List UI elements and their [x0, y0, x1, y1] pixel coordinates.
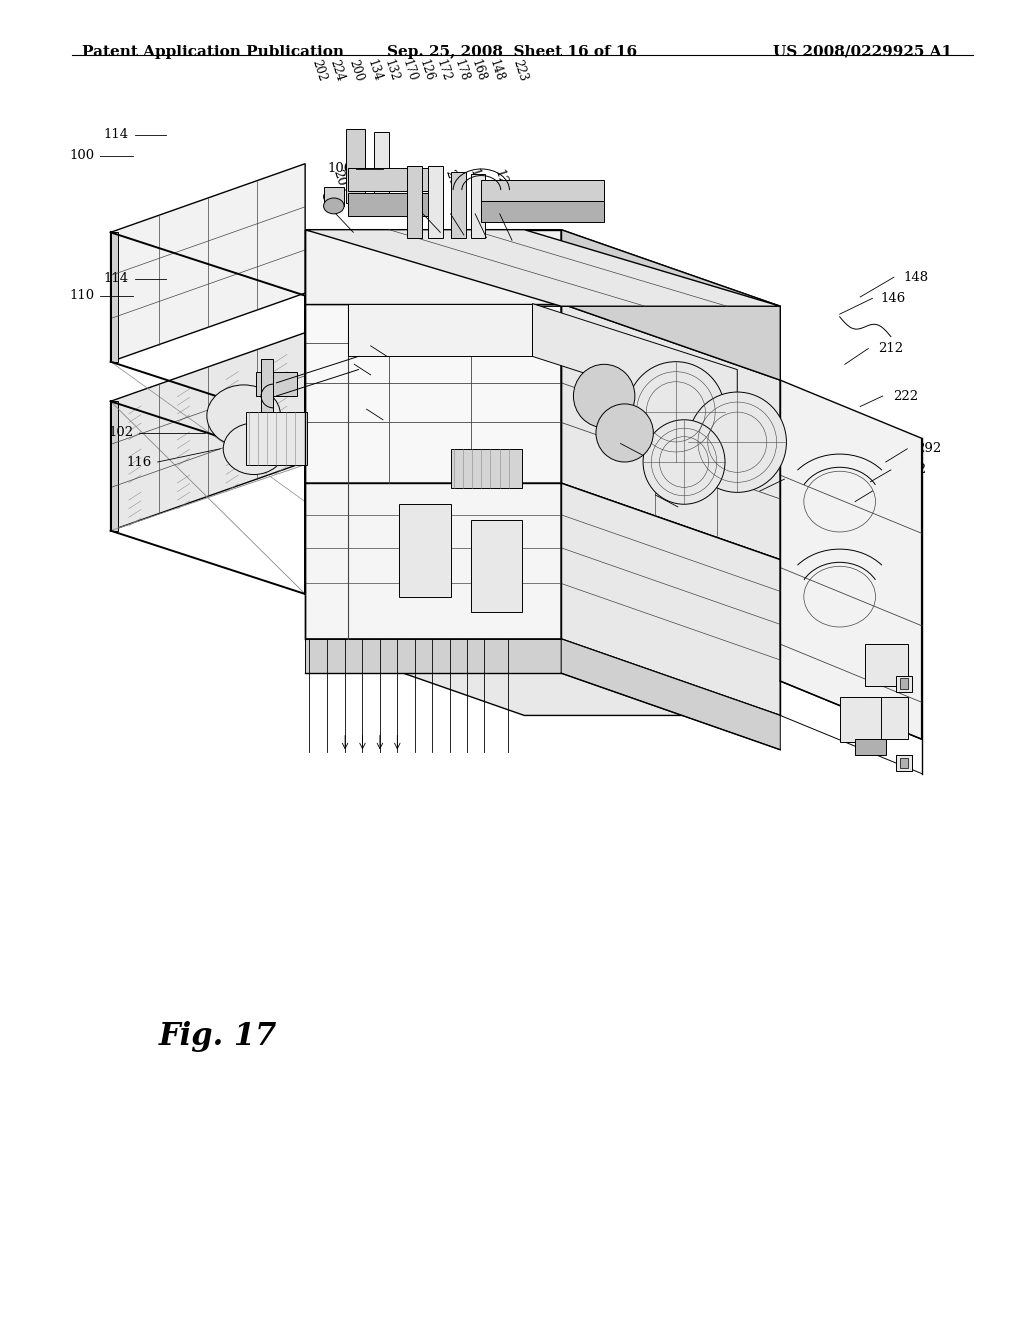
Bar — [451, 172, 466, 238]
Polygon shape — [305, 304, 780, 380]
Text: 148: 148 — [903, 271, 929, 284]
Text: 226: 226 — [653, 449, 679, 462]
Polygon shape — [305, 639, 561, 673]
Bar — [407, 166, 422, 238]
Text: 126: 126 — [417, 58, 436, 83]
Polygon shape — [305, 483, 780, 560]
Polygon shape — [561, 639, 780, 750]
Polygon shape — [111, 232, 118, 362]
Bar — [840, 697, 881, 742]
Text: 128: 128 — [492, 168, 512, 195]
Bar — [346, 129, 365, 203]
Text: 176: 176 — [415, 168, 435, 195]
Text: 142: 142 — [901, 463, 927, 477]
Ellipse shape — [207, 385, 281, 446]
Bar — [261, 359, 273, 412]
Polygon shape — [111, 401, 118, 531]
Text: 170: 170 — [795, 473, 820, 486]
Text: 134: 134 — [358, 368, 379, 396]
Text: 148: 148 — [486, 58, 506, 83]
Polygon shape — [561, 483, 780, 715]
Text: 102: 102 — [108, 426, 133, 440]
Bar — [855, 739, 886, 755]
Text: 226: 226 — [688, 500, 714, 513]
Bar — [481, 180, 604, 201]
Text: 114: 114 — [103, 128, 129, 141]
Polygon shape — [305, 483, 561, 639]
Text: 172: 172 — [434, 58, 454, 83]
Text: Patent Application Publication: Patent Application Publication — [82, 45, 344, 59]
Polygon shape — [305, 230, 561, 304]
Text: 202: 202 — [309, 58, 329, 83]
Bar — [348, 193, 430, 216]
Bar — [481, 201, 604, 222]
Text: 110: 110 — [69, 289, 94, 302]
Polygon shape — [305, 639, 780, 715]
Text: 168: 168 — [469, 58, 488, 83]
Ellipse shape — [596, 404, 653, 462]
Polygon shape — [111, 164, 305, 362]
Text: 114: 114 — [103, 272, 129, 285]
Text: 220: 220 — [883, 484, 908, 498]
Polygon shape — [561, 230, 780, 380]
Text: 106: 106 — [327, 162, 352, 176]
Bar — [865, 697, 908, 739]
Bar — [865, 644, 908, 686]
Ellipse shape — [627, 362, 725, 462]
Text: 170: 170 — [399, 58, 419, 83]
Bar — [900, 758, 908, 768]
Polygon shape — [111, 333, 305, 531]
Text: 202: 202 — [331, 168, 351, 195]
Text: 178: 178 — [467, 168, 487, 195]
Text: 100: 100 — [69, 149, 94, 162]
Bar — [324, 187, 344, 206]
Text: 200: 200 — [346, 58, 366, 83]
Text: 212: 212 — [879, 342, 904, 355]
Text: 222: 222 — [893, 389, 919, 403]
Text: 223: 223 — [510, 58, 529, 83]
Ellipse shape — [688, 392, 786, 492]
Text: Fig. 17: Fig. 17 — [159, 1020, 278, 1052]
Text: 200: 200 — [442, 168, 463, 195]
Polygon shape — [305, 230, 780, 306]
Text: 174: 174 — [365, 305, 385, 333]
Bar — [896, 676, 912, 692]
Bar — [348, 168, 430, 191]
Text: 178: 178 — [452, 58, 471, 83]
Polygon shape — [305, 230, 780, 306]
Polygon shape — [532, 304, 737, 422]
Ellipse shape — [324, 189, 344, 205]
Bar — [256, 372, 297, 396]
Bar — [471, 174, 485, 238]
Text: Sep. 25, 2008  Sheet 16 of 16: Sep. 25, 2008 Sheet 16 of 16 — [387, 45, 637, 59]
Text: 204: 204 — [348, 321, 369, 348]
Text: 224: 224 — [328, 58, 347, 83]
Polygon shape — [561, 304, 780, 560]
Text: 146: 146 — [881, 292, 906, 305]
Ellipse shape — [223, 422, 285, 474]
Ellipse shape — [643, 420, 725, 504]
Bar — [246, 412, 307, 465]
Bar — [374, 132, 389, 198]
Bar — [896, 755, 912, 771]
Polygon shape — [780, 380, 922, 739]
Bar — [900, 678, 908, 689]
Ellipse shape — [573, 364, 635, 428]
Text: US 2008/0229925 A1: US 2008/0229925 A1 — [773, 45, 952, 59]
Bar — [451, 449, 522, 488]
Text: 132: 132 — [382, 58, 401, 83]
Text: 116: 116 — [126, 455, 152, 469]
Bar — [428, 166, 443, 238]
Text: 292: 292 — [916, 442, 942, 455]
Bar — [399, 504, 451, 597]
Text: 134: 134 — [365, 58, 384, 83]
Polygon shape — [348, 304, 532, 356]
Bar — [471, 520, 522, 612]
Polygon shape — [305, 304, 561, 483]
Ellipse shape — [324, 198, 344, 214]
